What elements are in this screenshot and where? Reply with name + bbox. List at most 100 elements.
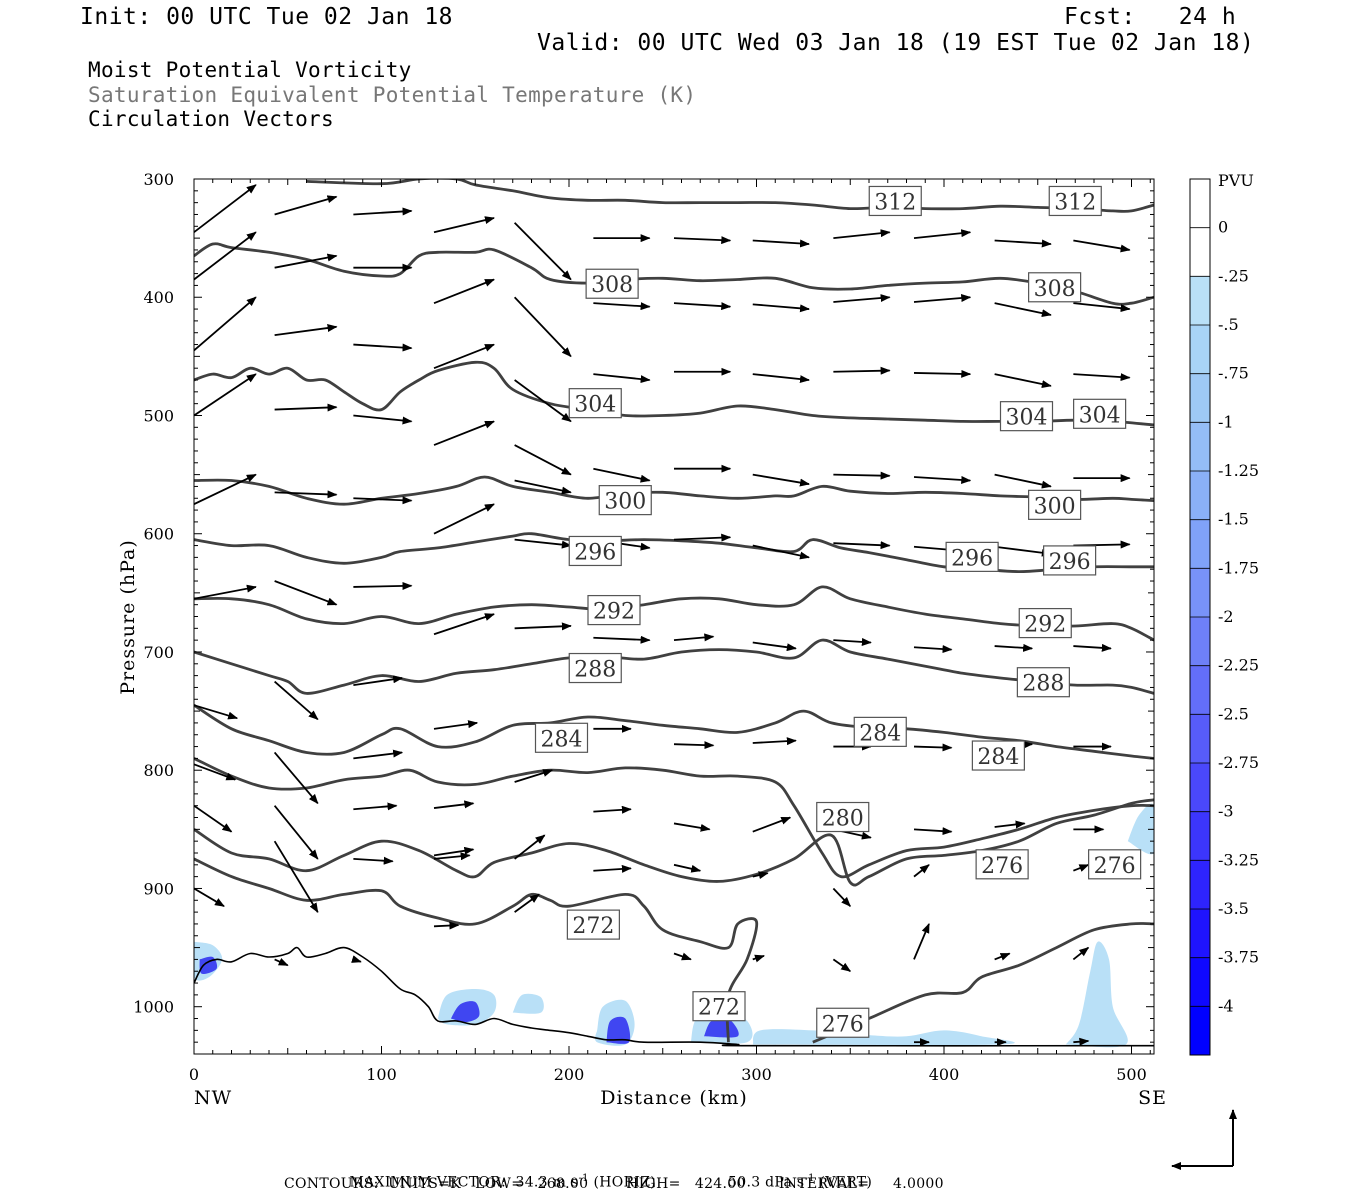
vector-arrow: [593, 635, 651, 644]
vector-arrow: [353, 496, 413, 505]
colorbar: 0 -.25 -.5 -.75 -1 -1.25 -1.5 -1.75 -2 -2.25 -2.5 -…: [1189, 178, 1259, 1056]
vector-arrow: [673, 863, 702, 873]
pv-patch-light: [752, 1029, 1015, 1046]
colorbar-label: -1.75: [1218, 558, 1259, 577]
vector-arrow: [194, 763, 237, 781]
vector-arrow: [194, 887, 225, 907]
vector-arrow: [593, 864, 632, 873]
contour-label: 312: [868, 185, 922, 217]
contour-label-box: [1043, 545, 1097, 576]
contour-label: 304: [1073, 398, 1127, 429]
vector-arrow: [273, 751, 319, 805]
y-tick-label: 600: [143, 525, 174, 544]
vector-arrow: [913, 923, 930, 960]
field-title-theta: Saturation Equivalent Potential Temperat…: [88, 83, 697, 107]
vector-arrow: [833, 541, 891, 550]
vector-arrow: [673, 533, 732, 542]
colorbar-label: 0: [1218, 218, 1228, 237]
colorbar-label: -1.25: [1218, 461, 1259, 480]
vector-arrow: [1073, 643, 1112, 652]
x-tick-label: 400: [929, 1065, 960, 1084]
contour-288: [194, 638, 1154, 695]
contour-label-text: 276: [981, 854, 1023, 879]
contour-label: 296: [1043, 545, 1097, 576]
vector-arrow: [274, 403, 338, 412]
contour-label-text: 292: [1024, 613, 1066, 638]
vector-arrow: [752, 473, 810, 487]
plot-frame: [193, 178, 1155, 1055]
vector-arrow: [673, 302, 732, 311]
pv-patch-dark: [450, 1001, 480, 1023]
vector-arrow: [913, 369, 972, 378]
vector-arrow: [353, 856, 394, 865]
vector-arrow: [433, 852, 471, 861]
vector-arrow: [353, 414, 413, 425]
contour-label-box: [568, 388, 622, 419]
vector-arrow: [194, 473, 257, 505]
vector-arrow: [752, 816, 792, 833]
vector-arrow: [274, 253, 338, 269]
contour-label: 276: [1088, 849, 1142, 880]
contour-300: [194, 475, 1154, 506]
vector-arrow: [433, 720, 479, 730]
contour-label-box: [1048, 185, 1102, 217]
contour-label-text: 272: [698, 996, 740, 1021]
vector-arrow: [994, 820, 1026, 829]
vector-arrow: [833, 366, 891, 375]
contour-label-text: 308: [591, 273, 633, 298]
max-vector-horiz: MAXIMUM VECTOR: 34.3 m s: [349, 1174, 579, 1191]
colorbar-swatch: [1190, 471, 1210, 521]
y-tick-label: 900: [143, 879, 174, 898]
vector-arrow: [832, 958, 852, 972]
vector-arrow: [433, 420, 495, 446]
horiz-tag: (HORIZ): [588, 1174, 657, 1191]
vector-arrow: [752, 373, 810, 384]
vector-arrow: [353, 207, 413, 216]
colorbar-label: -2.75: [1218, 753, 1259, 772]
vector-arrow: [194, 296, 257, 352]
contour-label-text: 304: [574, 393, 616, 418]
endpoint-right: SE: [1138, 1087, 1167, 1109]
x-tick-label: 500: [1116, 1065, 1147, 1084]
vector-arrow: [274, 490, 338, 499]
colorbar-label: -3.25: [1218, 850, 1259, 869]
contour-label-box: [945, 541, 999, 572]
contour-label-box: [971, 740, 1025, 771]
contour-label-box: [598, 485, 652, 516]
y-tick-label: 800: [143, 761, 174, 780]
contour-label: 284: [853, 716, 907, 747]
vector-arrow: [353, 749, 404, 760]
vector-arrow: [833, 294, 891, 303]
pv-patch-dark: [199, 956, 218, 974]
x-tick-label: 200: [554, 1065, 585, 1084]
max-vector-vert: 50.3 dPa s: [728, 1174, 805, 1191]
vector-arrow: [994, 473, 1052, 489]
unit-exponent: -1: [578, 1173, 589, 1184]
colorbar-swatch: [1190, 276, 1210, 326]
vector-arrow: [433, 921, 460, 930]
colorbar-label: -2.5: [1218, 704, 1249, 723]
contour-label-text: 296: [1049, 550, 1091, 575]
contour-304: [194, 360, 1154, 427]
vector-arrow: [514, 834, 546, 860]
vector-arrow: [752, 303, 810, 313]
y-tick-label: 300: [143, 170, 174, 189]
contour-label-box: [566, 909, 620, 940]
contour-label: 296: [568, 535, 622, 567]
contour-label-text: 296: [574, 540, 616, 565]
x-tick-label: 0: [189, 1065, 199, 1084]
contour-label: 284: [534, 722, 589, 753]
contour-label: 284: [971, 740, 1025, 771]
vector-arrow: [194, 184, 257, 233]
colorbar-swatch: [1190, 568, 1210, 618]
theta-contours: [194, 179, 1154, 1044]
vector-arrow: [1072, 946, 1090, 961]
pv-patch-dark: [704, 1017, 739, 1038]
vector-arrow: [514, 893, 540, 913]
vector-arrow: [433, 503, 495, 535]
endpoint-left: NW: [194, 1087, 232, 1109]
colorbar-label: -.5: [1218, 315, 1239, 334]
contour-label: 296: [945, 541, 999, 572]
reference-vector: [1171, 1109, 1237, 1170]
vector-arrow: [593, 805, 632, 814]
